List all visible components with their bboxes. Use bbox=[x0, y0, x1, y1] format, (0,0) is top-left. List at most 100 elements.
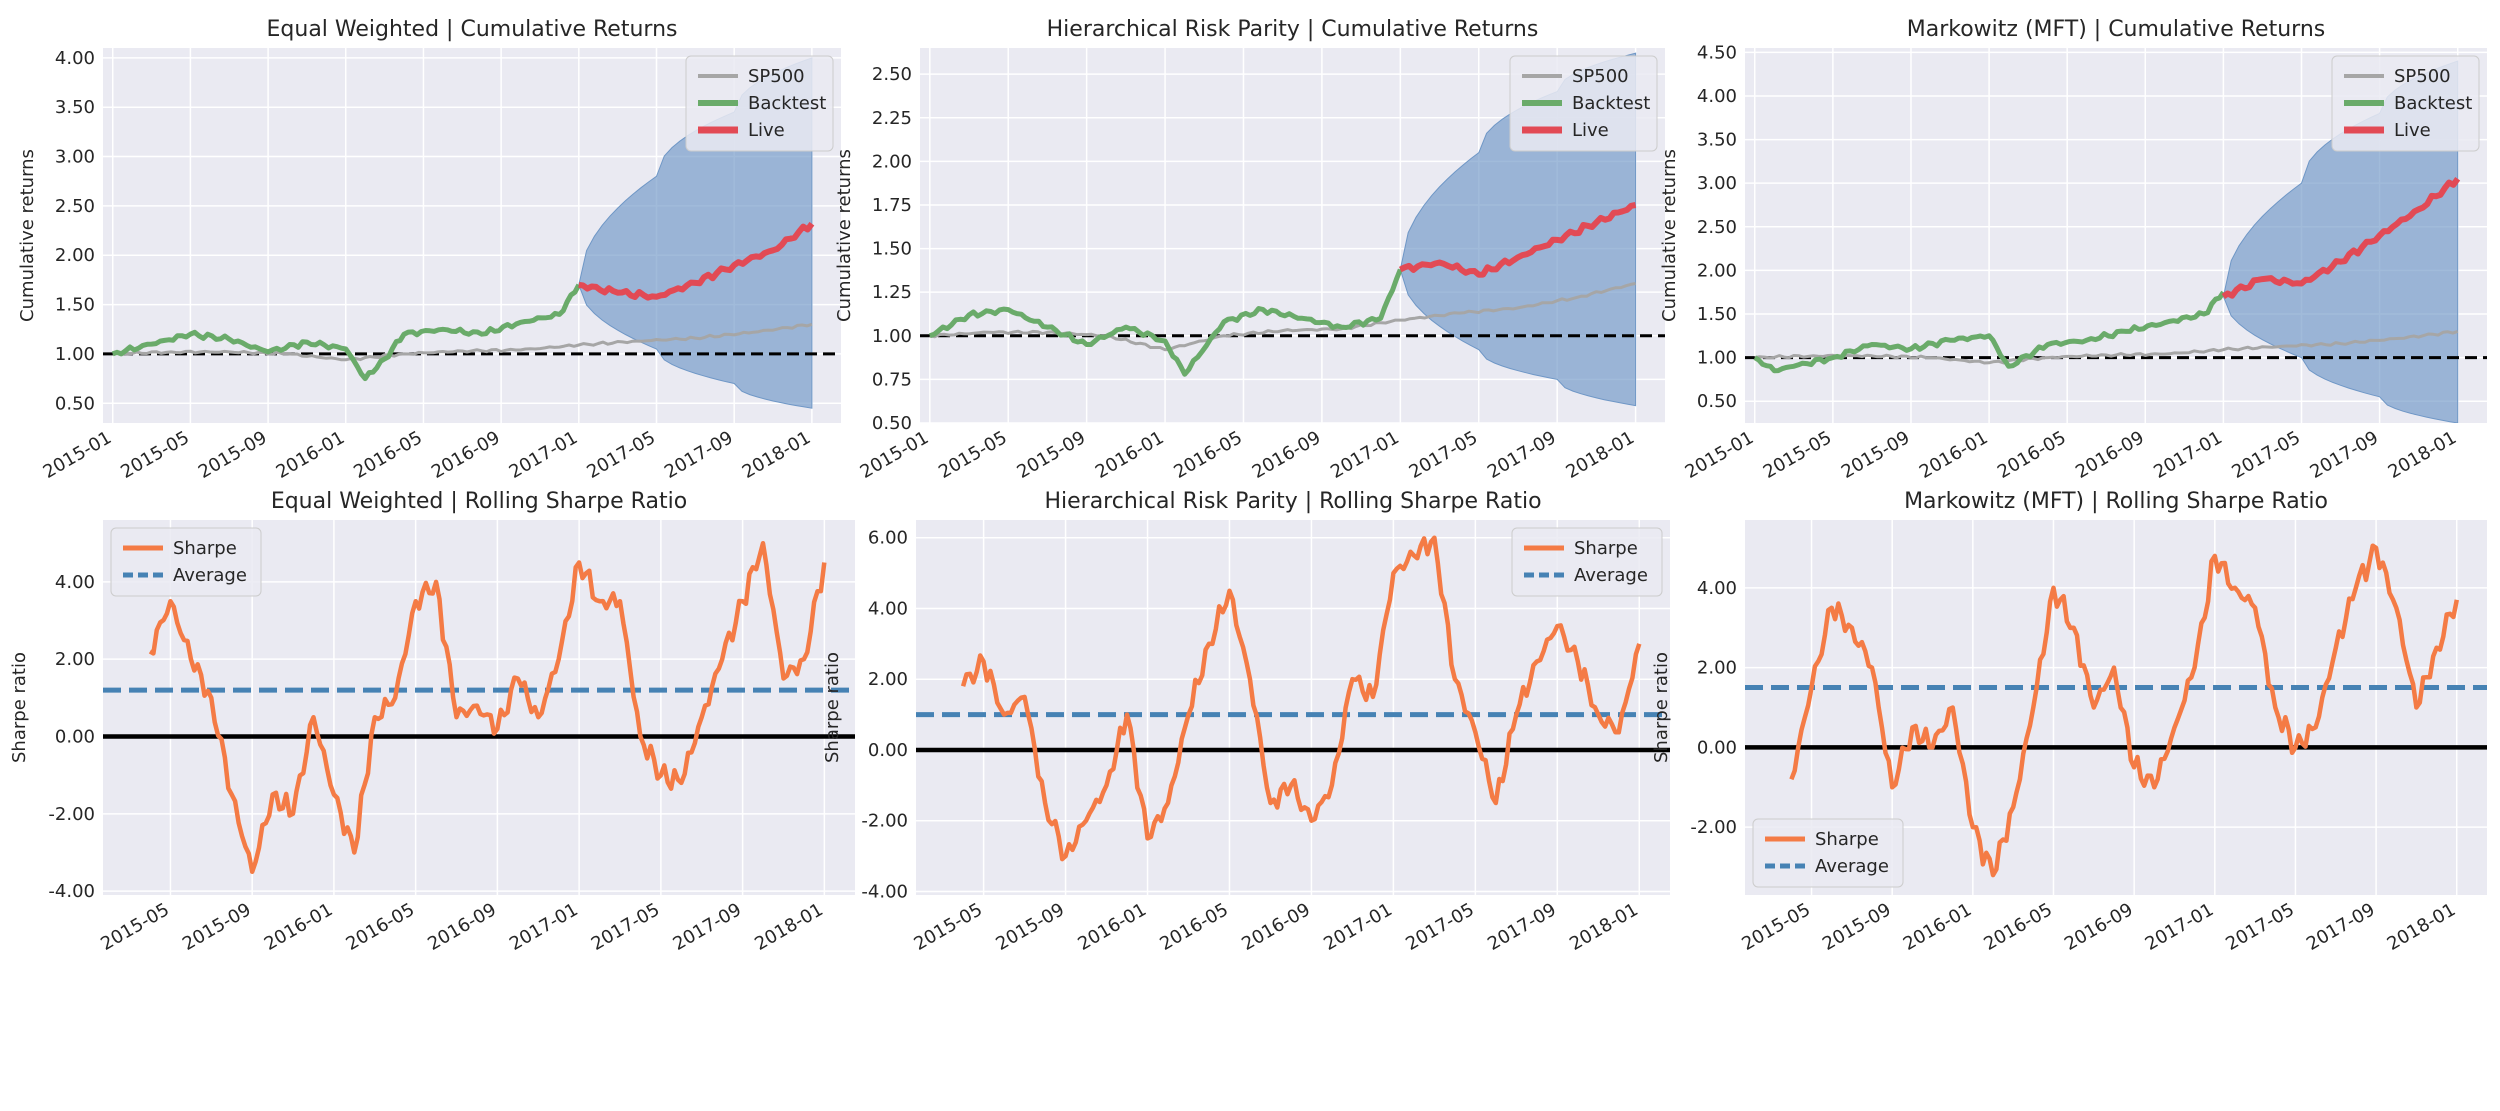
x-tick-label: 2017-05 bbox=[2222, 899, 2298, 955]
y-tick-label: 3.50 bbox=[1697, 130, 1737, 151]
y-tick-label: 3.00 bbox=[1697, 173, 1737, 194]
y-axis-label: Sharpe ratio bbox=[1651, 652, 1672, 763]
x-tick-label: 2018-01 bbox=[1566, 899, 1642, 955]
y-tick-label: 2.00 bbox=[872, 151, 912, 172]
plot-area bbox=[1745, 60, 2487, 423]
x-tick-label: 2016-01 bbox=[1900, 899, 1976, 955]
chart-title: Hierarchical Risk Parity | Cumulative Re… bbox=[1047, 17, 1539, 42]
y-tick-label: 0.75 bbox=[872, 369, 912, 390]
x-tick-label: 2015-05 bbox=[910, 899, 986, 955]
x-tick-label: 2018-01 bbox=[739, 427, 815, 483]
y-tick-label: 3.50 bbox=[55, 97, 95, 118]
series-sp500 bbox=[1754, 329, 2459, 365]
y-tick-label: 2.50 bbox=[55, 196, 95, 217]
y-tick-label: -2.00 bbox=[861, 811, 908, 832]
series-sp500 bbox=[112, 322, 813, 362]
y-axis-label: Cumulative returns bbox=[17, 149, 38, 322]
y-tick-label: 0.00 bbox=[55, 726, 95, 747]
series-sharpe bbox=[960, 535, 1642, 862]
x-tick-label: 2016-05 bbox=[1994, 427, 2070, 483]
x-tick-label: 2017-05 bbox=[588, 899, 664, 955]
legend-label-backtest: Backtest bbox=[2394, 93, 2472, 114]
y-tick-label: 0.50 bbox=[1697, 391, 1737, 412]
x-tick-label: 2016-09 bbox=[424, 899, 500, 955]
x-tick-label: 2017-01 bbox=[2142, 899, 2218, 955]
x-tick-label: 2017-01 bbox=[506, 427, 582, 483]
x-tick-label: 2017-09 bbox=[2303, 899, 2379, 955]
x-tick-label: 2016-01 bbox=[261, 899, 337, 955]
y-tick-label: 4.00 bbox=[55, 48, 95, 69]
y-tick-label: 2.25 bbox=[872, 108, 912, 129]
x-tick-label: 2016-09 bbox=[428, 427, 504, 483]
x-tick-label: 2017-05 bbox=[1406, 427, 1482, 483]
x-tick-label: 2015-09 bbox=[1819, 899, 1895, 955]
series-live bbox=[2221, 177, 2461, 299]
y-tick-label: 4.50 bbox=[1697, 42, 1737, 63]
legend: SP500 Backtest Live bbox=[2331, 55, 2480, 152]
plot-area bbox=[1745, 543, 2487, 878]
x-tick-label: 2015-09 bbox=[1838, 427, 1914, 483]
y-tick-label: 2.50 bbox=[1697, 217, 1737, 238]
chart-title: Equal Weighted | Rolling Sharpe Ratio bbox=[271, 489, 687, 514]
x-tick-label: 2017-09 bbox=[661, 427, 737, 483]
legend-label-backtest: Backtest bbox=[748, 93, 826, 114]
x-tick-label: 2017-01 bbox=[1320, 899, 1396, 955]
y-tick-label: 0.50 bbox=[872, 413, 912, 434]
y-tick-label: -4.00 bbox=[861, 881, 908, 902]
x-tick-label: 2016-09 bbox=[2061, 899, 2137, 955]
x-tick-label: 2015-01 bbox=[1682, 427, 1758, 483]
chart-title: Hierarchical Risk Parity | Rolling Sharp… bbox=[1044, 489, 1541, 514]
y-tick-label: 6.00 bbox=[868, 528, 908, 549]
x-tick-label: 2016-05 bbox=[1156, 899, 1232, 955]
series-sp500 bbox=[929, 282, 1636, 352]
x-tick-label: 2016-05 bbox=[1170, 427, 1246, 483]
chart-panel-3: 0.50 1.00 1.50 2.00 2.50 3.00 3.50 4.00 4.50 2015… bbox=[1659, 17, 2487, 483]
x-tick-label: 2018-01 bbox=[751, 899, 827, 955]
y-tick-label: -4.00 bbox=[48, 881, 95, 902]
x-tick-label: 2015-09 bbox=[992, 899, 1068, 955]
x-tick-label: 2015-01 bbox=[857, 427, 933, 483]
x-tick-label: 2017-09 bbox=[2306, 427, 2382, 483]
x-tick-label: 2016-05 bbox=[350, 427, 426, 483]
chart-panel-2: 0.50 0.75 1.00 1.25 1.50 1.75 2.00 2.25 2.50 2015… bbox=[834, 17, 1665, 483]
y-tick-label: 2.00 bbox=[55, 245, 95, 266]
x-tick-label: 2015-05 bbox=[117, 427, 193, 483]
x-tick-label: 2017-05 bbox=[1402, 899, 1478, 955]
x-tick-label: 2015-05 bbox=[97, 899, 173, 955]
x-tick-label: 2015-09 bbox=[195, 427, 271, 483]
legend-box bbox=[1511, 527, 1663, 597]
x-tick-label: 2016-05 bbox=[343, 899, 419, 955]
x-tick-label: 2017-01 bbox=[2150, 427, 2226, 483]
x-tick-label: 2018-01 bbox=[2385, 427, 2461, 483]
y-tick-label: 1.75 bbox=[872, 195, 912, 216]
y-tick-label: 2.00 bbox=[868, 669, 908, 690]
x-tick-label: 2015-09 bbox=[1014, 427, 1090, 483]
y-tick-label: 4.00 bbox=[1697, 578, 1737, 599]
y-tick-label: 2.00 bbox=[1697, 658, 1737, 679]
y-tick-label: 4.00 bbox=[868, 598, 908, 619]
legend-box bbox=[110, 527, 262, 597]
x-tick-label: 2016-09 bbox=[1238, 899, 1314, 955]
y-axis-label: Sharpe ratio bbox=[822, 652, 843, 763]
legend: SP500 Backtest Live bbox=[685, 55, 834, 152]
legend-label-average: Average bbox=[1815, 856, 1889, 877]
y-tick-label: -2.00 bbox=[1690, 817, 1737, 838]
x-tick-label: 2016-01 bbox=[273, 427, 349, 483]
legend: Sharpe Average bbox=[1511, 527, 1663, 597]
legend: Sharpe Average bbox=[1752, 818, 1904, 888]
y-tick-label: 2.00 bbox=[1697, 260, 1737, 281]
x-tick-label: 2015-01 bbox=[40, 427, 116, 483]
y-tick-label: 0.00 bbox=[1697, 737, 1737, 758]
legend-label-sp500: SP500 bbox=[748, 66, 805, 87]
series-backtest bbox=[111, 283, 582, 382]
y-tick-label: 2.00 bbox=[55, 649, 95, 670]
confidence-cone bbox=[2222, 60, 2459, 423]
legend-box bbox=[1752, 818, 1904, 888]
x-tick-label: 2016-05 bbox=[1980, 899, 2056, 955]
chart-title: Markowitz (MFT) | Rolling Sharpe Ratio bbox=[1904, 489, 2328, 514]
y-tick-label: 1.50 bbox=[1697, 304, 1737, 325]
legend-label-sharpe: Sharpe bbox=[1574, 538, 1638, 559]
y-tick-label: -2.00 bbox=[48, 804, 95, 825]
y-tick-label: 0.00 bbox=[868, 740, 908, 761]
